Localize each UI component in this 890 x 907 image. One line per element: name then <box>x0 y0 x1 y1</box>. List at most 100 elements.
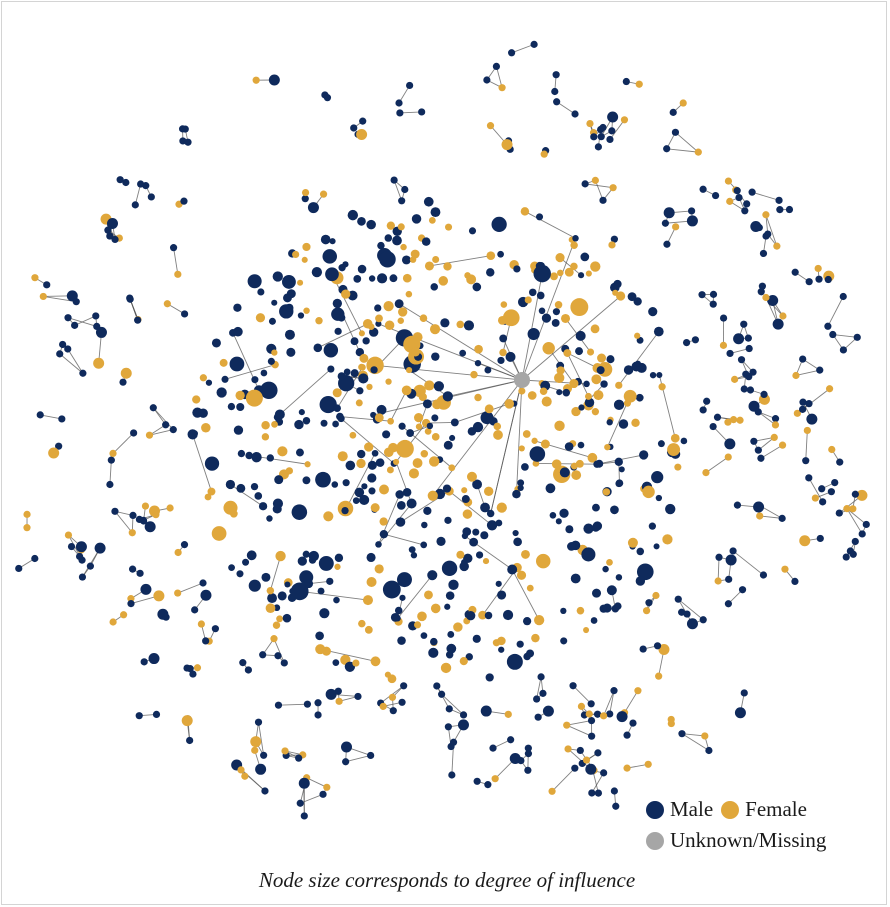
network-edge <box>808 477 824 503</box>
male-node <box>128 565 137 573</box>
male-node <box>95 326 107 338</box>
network-edge <box>521 273 543 381</box>
male-node <box>236 570 244 578</box>
male-node <box>260 369 268 377</box>
network-edge <box>390 390 408 422</box>
male-node <box>111 507 119 515</box>
network-edge <box>152 407 174 430</box>
male-node <box>334 687 342 695</box>
male-node <box>615 479 624 487</box>
female-node <box>181 715 193 727</box>
female-node <box>315 644 326 655</box>
male-node <box>709 422 717 431</box>
male-node <box>191 606 199 614</box>
male-node <box>311 266 323 278</box>
male-swatch <box>646 800 664 819</box>
female-node <box>412 458 423 468</box>
male-node <box>162 613 170 621</box>
male-node <box>337 372 346 381</box>
network-edge <box>566 352 589 397</box>
female-node <box>211 526 227 541</box>
male-node <box>486 520 498 531</box>
male-node <box>441 560 458 577</box>
female-node <box>531 437 538 444</box>
male-node <box>608 127 616 135</box>
male-node <box>750 221 762 233</box>
male-node <box>639 450 649 460</box>
network-edge <box>521 238 576 381</box>
male-node <box>498 646 505 653</box>
female-node <box>207 487 216 496</box>
male-node <box>236 483 246 493</box>
female-node <box>793 409 801 417</box>
network-edge <box>832 334 858 338</box>
male-node <box>529 446 546 462</box>
male-node <box>59 340 67 349</box>
network-edge <box>67 348 84 374</box>
male-node <box>524 750 533 758</box>
network-edge <box>112 432 134 454</box>
female-node <box>486 122 495 130</box>
female-node <box>424 427 432 435</box>
male-node <box>294 419 304 430</box>
male-node <box>427 570 438 581</box>
male-node <box>323 342 339 358</box>
female-node <box>120 367 132 379</box>
female-node <box>405 290 413 298</box>
female-node <box>599 712 608 720</box>
male-node <box>776 206 784 214</box>
female-node <box>424 590 433 600</box>
network-edge <box>751 191 780 201</box>
male-node <box>399 594 406 601</box>
female-node <box>570 241 578 249</box>
male-node <box>639 645 647 653</box>
male-node <box>449 738 458 746</box>
male-node <box>588 789 596 797</box>
female-node <box>555 253 565 263</box>
male-node <box>709 300 717 308</box>
male-node <box>545 483 556 494</box>
female-node <box>245 389 263 407</box>
male-node <box>468 227 477 235</box>
female-node <box>612 289 619 296</box>
female-node <box>358 330 365 337</box>
female-node <box>93 357 105 369</box>
network-edge <box>846 508 863 535</box>
male-node <box>236 402 245 412</box>
male-node <box>420 541 428 549</box>
male-node <box>271 299 278 306</box>
legend-row-unknown: Unknown/Missing <box>646 825 886 856</box>
male-node <box>139 516 147 524</box>
female-node <box>285 467 293 475</box>
male-node <box>699 406 707 414</box>
female-node <box>493 422 502 431</box>
male-node <box>486 268 495 277</box>
male-node <box>661 219 670 227</box>
female-node <box>386 466 394 474</box>
female-node <box>219 358 228 367</box>
male-node <box>719 314 728 322</box>
male-node <box>594 789 603 797</box>
male-node <box>227 402 236 411</box>
male-node <box>71 321 79 329</box>
male-node <box>406 498 417 509</box>
male-node <box>430 207 441 218</box>
female-node <box>674 463 682 471</box>
network-edge <box>299 590 369 601</box>
female-node <box>418 392 427 402</box>
network-edge <box>585 183 614 189</box>
male-node <box>507 564 518 575</box>
female-node <box>582 756 591 764</box>
male-node <box>698 291 706 299</box>
male-node <box>448 771 456 779</box>
male-node <box>379 251 396 268</box>
female-node <box>828 445 836 454</box>
male-node <box>851 537 859 546</box>
male-node <box>853 333 861 341</box>
male-node <box>450 418 459 427</box>
network-edge <box>795 369 820 376</box>
network-edge <box>591 772 605 794</box>
female-node <box>275 550 286 562</box>
male-node <box>740 689 748 697</box>
male-node <box>119 378 127 386</box>
